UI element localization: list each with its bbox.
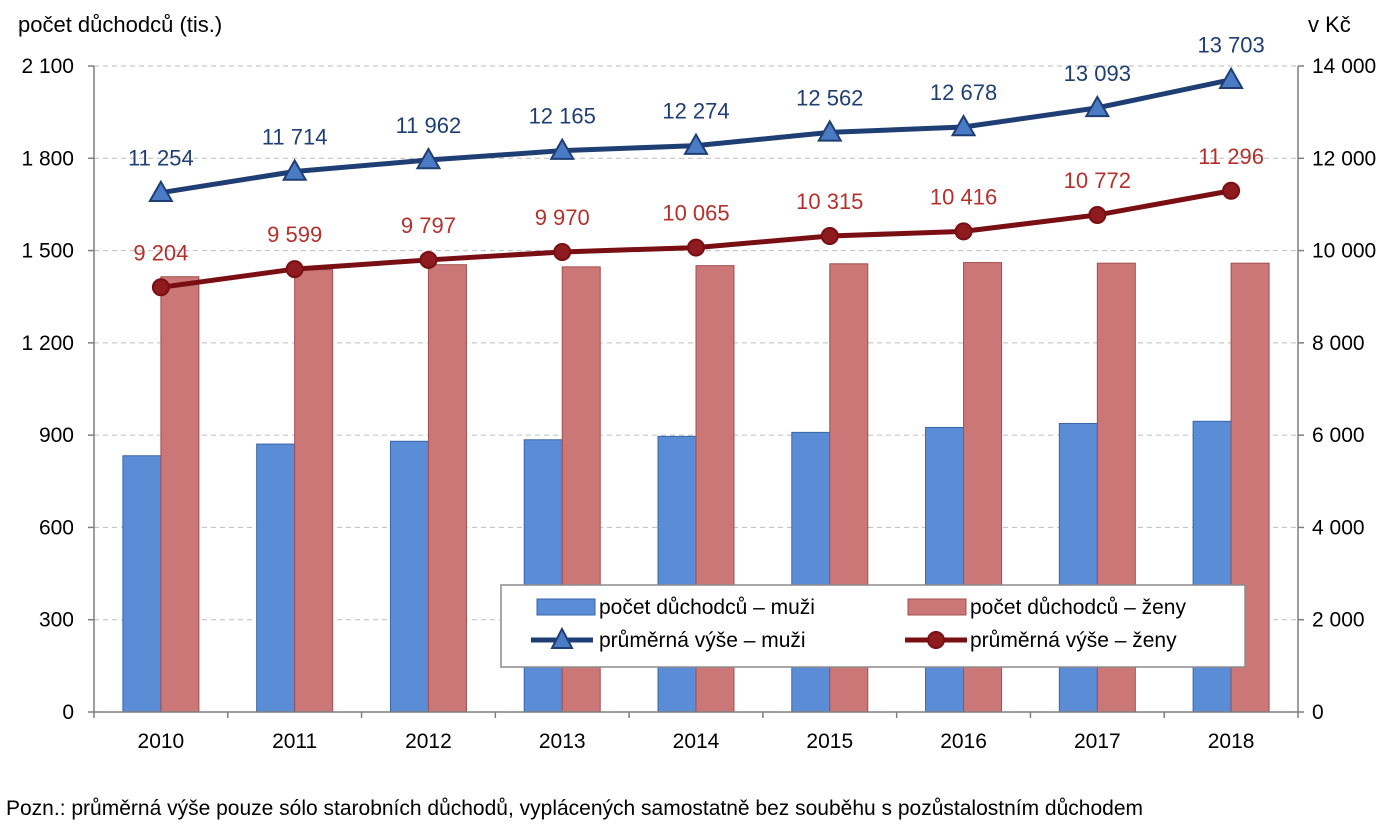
men-average-data-label: 11 714 (262, 124, 328, 149)
men-average-marker (817, 119, 843, 142)
left-tick-label: 300 (39, 609, 74, 632)
men-average-marker (148, 179, 174, 202)
women-average-marker (1222, 181, 1241, 200)
x-tick-label: 2015 (806, 730, 853, 753)
women-average-data-label: 10 772 (1064, 168, 1131, 193)
bar-men (256, 443, 296, 713)
legend-swatch-women-count (907, 598, 967, 616)
left-tick-label: 1 800 (21, 147, 74, 170)
bar-women (427, 264, 467, 713)
bar-men (1058, 422, 1098, 713)
right-axis-title: v Kč (1308, 12, 1351, 37)
men-average-data-label: 12 562 (796, 85, 863, 110)
right-tick-label: 10 000 (1312, 240, 1376, 263)
x-tick-label: 2010 (138, 730, 185, 753)
women-average-data-label: 9 204 (133, 240, 188, 265)
bar-women (160, 276, 200, 713)
bar-men (925, 426, 965, 713)
left-tick-label: 1 500 (21, 240, 74, 263)
bar-men (523, 439, 563, 713)
women-average-marker (285, 260, 304, 279)
right-tick-label: 14 000 (1312, 55, 1376, 78)
men-average-marker (281, 158, 308, 181)
legend-label-men-count: počet důchodců – muži (599, 596, 815, 619)
x-tick-label: 2017 (1074, 730, 1121, 753)
women-average-marker (820, 227, 839, 246)
women-average-data-label: 9 970 (535, 205, 590, 230)
men-average-data-label: 11 254 (128, 146, 194, 171)
bar-men (389, 440, 429, 713)
bar-women (294, 269, 334, 713)
men-average-data-label: 12 274 (662, 99, 729, 124)
bar-men (657, 435, 697, 713)
legend-marker-women-average (927, 631, 945, 649)
women-average-marker (687, 238, 705, 257)
right-tick-label: 12 000 (1312, 147, 1376, 170)
legend-marker-men-average (550, 626, 574, 649)
left-tick-label: 600 (39, 516, 74, 539)
left-axis-title: počet důchodců (tis.) (18, 12, 223, 37)
men-average-data-label: 12 678 (930, 80, 997, 105)
men-average-data-label: 12 165 (529, 104, 596, 129)
women-average-marker (553, 242, 572, 261)
right-tick-label: 2 000 (1312, 609, 1365, 632)
right-tick-label: 4 000 (1312, 516, 1365, 539)
x-tick-label: 2016 (940, 730, 987, 753)
right-tick-label: 6 000 (1312, 424, 1365, 447)
x-tick-label: 2013 (539, 730, 586, 753)
right-tick-label: 8 000 (1312, 332, 1365, 355)
bar-men (1192, 420, 1232, 713)
left-tick-label: 900 (39, 424, 74, 447)
women-average-data-label: 9 797 (401, 213, 456, 238)
x-tick-label: 2011 (272, 730, 317, 753)
men-average-data-label: 13 703 (1197, 33, 1264, 58)
left-tick-label: 2 100 (21, 55, 74, 78)
bar-men (791, 431, 831, 713)
legend-swatch-men-count (536, 598, 596, 616)
men-average-marker (1084, 94, 1111, 118)
women-average-marker (1088, 205, 1107, 224)
women-average-marker (419, 250, 438, 269)
bar-men (122, 455, 162, 713)
women-average-data-label: 9 599 (267, 222, 322, 247)
left-tick-label: 0 (62, 701, 74, 724)
men-average-marker (950, 113, 977, 137)
men-average-data-label: 13 093 (1064, 61, 1131, 86)
women-average-data-label: 10 416 (930, 184, 997, 209)
right-tick-label: 0 (1312, 701, 1324, 724)
legend-box (500, 584, 1246, 668)
legend-label-women-count: počet důchodců – ženy (970, 596, 1186, 619)
x-tick-label: 2018 (1208, 730, 1255, 753)
women-average-data-label: 10 065 (662, 201, 729, 226)
women-average-marker (151, 278, 170, 297)
left-tick-label: 1 200 (21, 332, 74, 355)
men-average-marker (415, 147, 442, 170)
men-average-marker (549, 137, 575, 160)
women-average-data-label: 10 315 (796, 189, 863, 214)
men-average-data-label: 11 962 (396, 113, 462, 138)
x-tick-label: 2012 (405, 730, 452, 753)
men-average-marker (683, 132, 709, 155)
men-average-marker (1218, 66, 1244, 89)
women-average-data-label: 11 296 (1198, 144, 1264, 169)
legend-label-women-average: průměrná výše – ženy (970, 629, 1177, 652)
x-tick-label: 2014 (673, 730, 720, 753)
footnote: Pozn.: průměrná výše pouze sólo starobní… (6, 797, 1144, 820)
legend-label-men-average: průměrná výše – muži (599, 629, 806, 652)
women-average-marker (954, 222, 973, 241)
